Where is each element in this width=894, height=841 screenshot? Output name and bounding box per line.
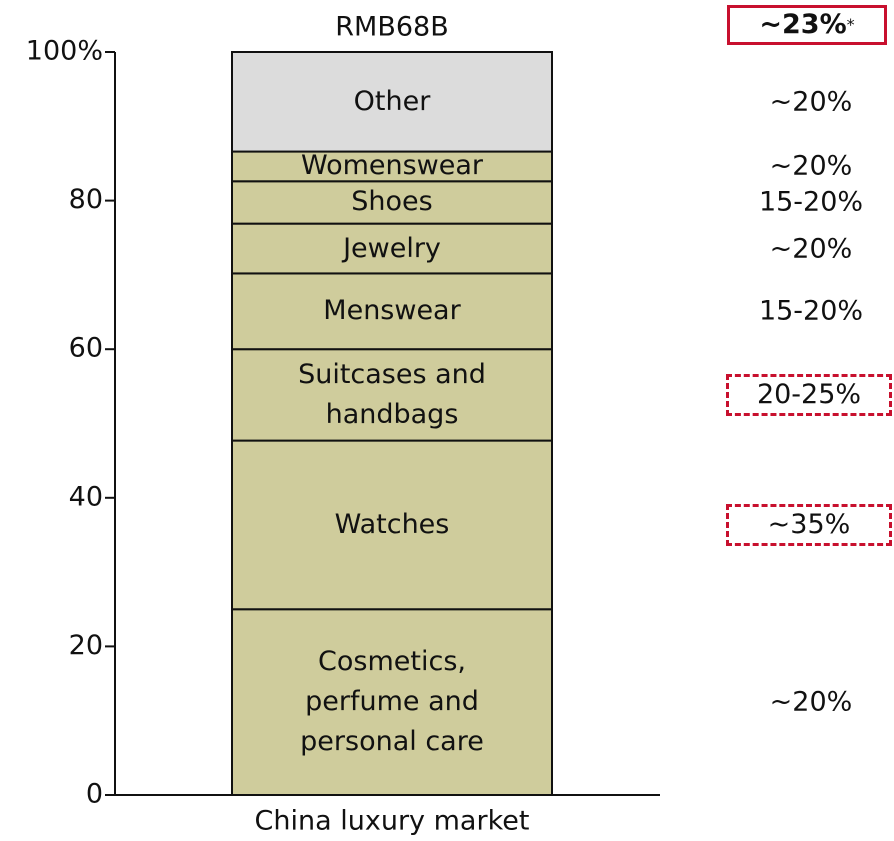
- bar-segment: [231, 222, 553, 275]
- total-growth: ~23%*: [727, 5, 887, 45]
- y-tick-label: 20: [69, 630, 103, 661]
- growth-label: ~35%: [726, 503, 892, 546]
- segment-label: Menswear: [323, 295, 461, 327]
- growth-label: ~20%: [769, 686, 853, 718]
- segment-label: Cosmetics, perfume and personal care: [300, 646, 484, 758]
- growth-label: 15-20%: [758, 186, 864, 218]
- segment-label: Womenswear: [300, 150, 484, 182]
- bar-segment: [231, 608, 553, 796]
- y-tick-label: 100%: [26, 36, 103, 67]
- bar-segment: [231, 150, 553, 183]
- y-tick-label: 40: [69, 481, 103, 512]
- bar-segment: [231, 51, 553, 153]
- segment-label: Suitcases and handbags: [298, 358, 486, 430]
- footnote-mark: *: [846, 15, 855, 34]
- growth-label: ~20%: [769, 86, 853, 118]
- y-tick-label: 0: [86, 779, 103, 810]
- growth-label: ~20%: [769, 150, 853, 182]
- growth-label: 20-25%: [726, 373, 892, 416]
- bar-segment: [231, 272, 553, 351]
- total-label: RMB68B: [335, 12, 448, 43]
- total-growth-value: ~23%: [759, 9, 847, 40]
- segment-label: Other: [353, 85, 431, 117]
- segment-label: Shoes: [351, 186, 433, 218]
- y-tick-label: 60: [69, 333, 103, 364]
- growth-label: 15-20%: [758, 295, 864, 327]
- growth-label: ~20%: [769, 233, 853, 265]
- bar-segment: [231, 348, 553, 442]
- segment-label: Jewelry: [343, 232, 441, 264]
- x-category-label: China luxury market: [255, 806, 530, 837]
- y-tick-label: 80: [69, 184, 103, 215]
- segment-label: Watches: [334, 508, 450, 540]
